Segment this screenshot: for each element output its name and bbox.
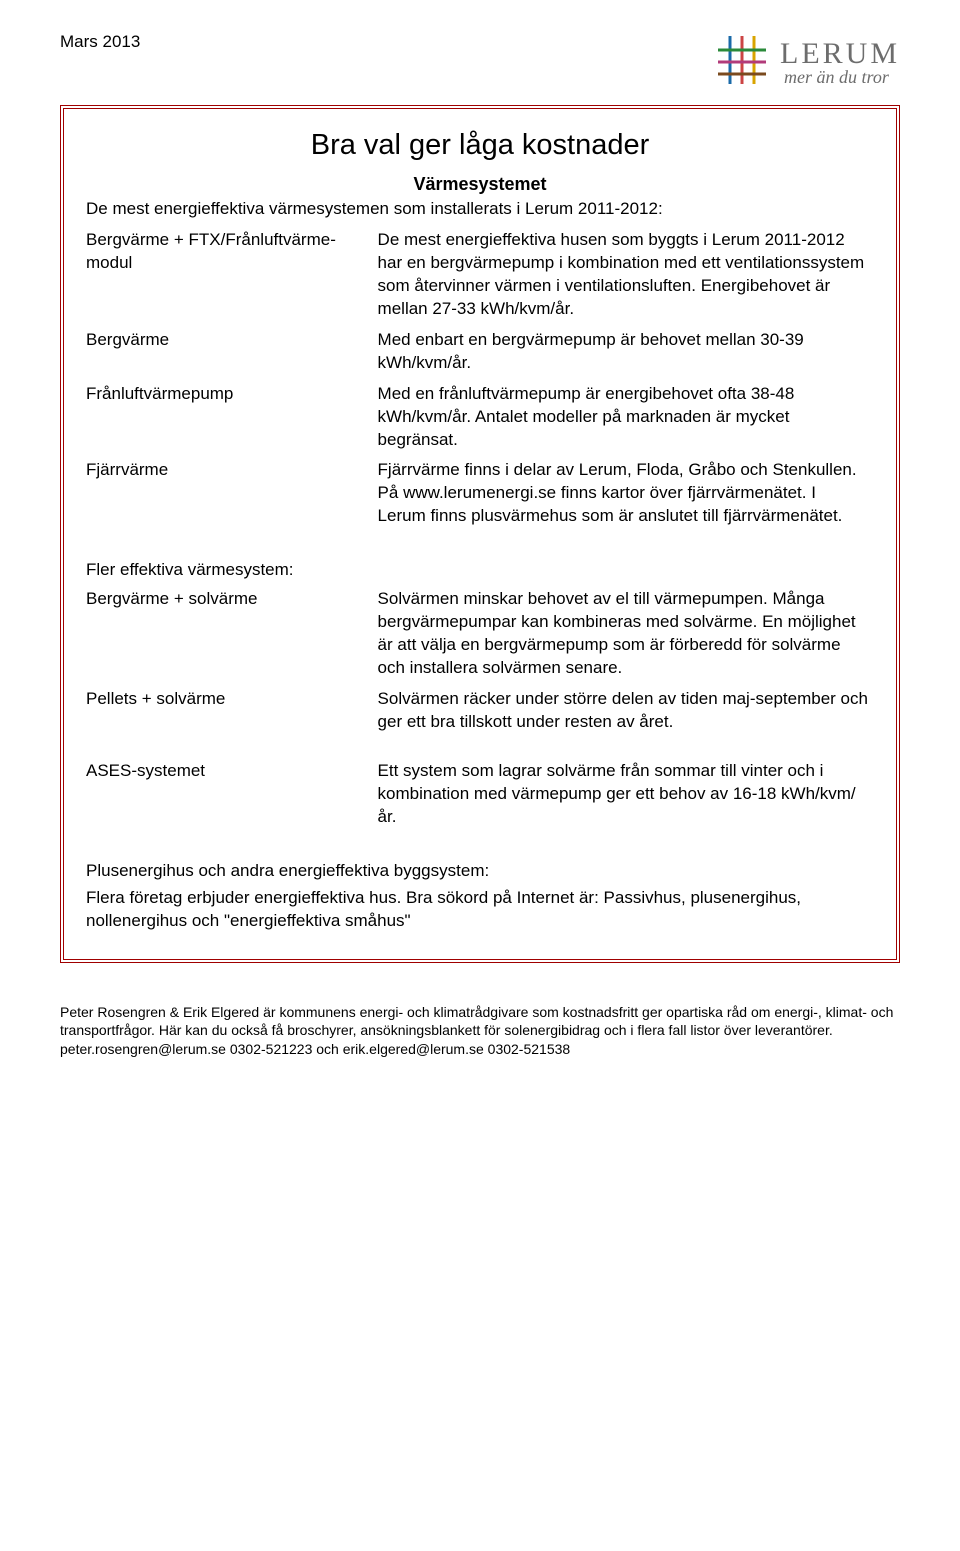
more-systems-table: Bergvärme + solvärme Solvärmen minskar b… <box>86 584 874 738</box>
table-row: ASES-systemet Ett system som lagrar solv… <box>86 756 874 833</box>
term-cell: Bergvärme + solvärme <box>86 584 378 684</box>
footer-note: Peter Rosengren & Erik Elgered är kommun… <box>60 1003 900 1060</box>
term-cell: Pellets + solvärme <box>86 684 378 738</box>
logo-icon <box>714 32 770 93</box>
desc-cell: Solvärmen minskar behovet av el till vär… <box>378 584 874 684</box>
table-row: Pellets + solvärme Solvärmen räcker unde… <box>86 684 874 738</box>
logo-block: LERUM mer än du tror <box>714 32 900 93</box>
term-cell: Frånluftvärmepump <box>86 379 378 456</box>
term-cell: Bergvärme <box>86 325 378 379</box>
logo-tagline: mer än du tror <box>784 67 889 88</box>
term-cell: ASES-systemet <box>86 756 378 833</box>
desc-cell: Ett system som lagrar solvärme från somm… <box>378 756 874 833</box>
section-subtitle: Värmesystemet <box>86 174 874 195</box>
header-row: Mars 2013 LERUM mer än du tror <box>60 32 900 93</box>
desc-cell: Solvärmen räcker under större delen av t… <box>378 684 874 738</box>
term-cell: Bergvärme + FTX/Frånluftvärme-modul <box>86 225 378 325</box>
table-row: Frånluftvärmepump Med en frånluftvärmepu… <box>86 379 874 456</box>
plusenergi-heading: Plusenergihus och andra energieffektiva … <box>86 861 874 881</box>
table-row: Bergvärme + FTX/Frånluftvärme-modul De m… <box>86 225 874 325</box>
plusenergi-text: Flera företag erbjuder energieffektiva h… <box>86 887 874 933</box>
more-systems-heading: Fler effektiva värmesystem: <box>86 560 874 580</box>
desc-cell: Med enbart en bergvärmepump är behovet m… <box>378 325 874 379</box>
table-row: Fjärrvärme Fjärrvärme finns i delar av L… <box>86 455 874 532</box>
document-date: Mars 2013 <box>60 32 140 52</box>
logo-name: LERUM <box>780 37 900 71</box>
desc-cell: Fjärrvärme finns i delar av Lerum, Floda… <box>378 455 874 532</box>
table-row: Bergvärme Med enbart en bergvärmepump är… <box>86 325 874 379</box>
term-cell: Fjärrvärme <box>86 455 378 532</box>
page: Mars 2013 LERUM mer än du tror <box>0 0 960 1551</box>
desc-cell: De mest energieffektiva husen som byggts… <box>378 225 874 325</box>
content-box: Bra val ger låga kostnader Värmesystemet… <box>60 105 900 963</box>
table-row: Bergvärme + solvärme Solvärmen minskar b… <box>86 584 874 684</box>
page-title: Bra val ger låga kostnader <box>86 129 874 162</box>
intro-text: De mest energieffektiva värmesystemen so… <box>86 199 874 219</box>
footer-line-2: peter.rosengren@lerum.se 0302-521223 och… <box>60 1040 900 1059</box>
footer-line-1: Peter Rosengren & Erik Elgered är kommun… <box>60 1003 900 1041</box>
desc-cell: Med en frånluftvärmepump är energibehove… <box>378 379 874 456</box>
logo-text: LERUM mer än du tror <box>780 37 900 88</box>
ases-table: ASES-systemet Ett system som lagrar solv… <box>86 756 874 833</box>
systems-table: Bergvärme + FTX/Frånluftvärme-modul De m… <box>86 225 874 532</box>
